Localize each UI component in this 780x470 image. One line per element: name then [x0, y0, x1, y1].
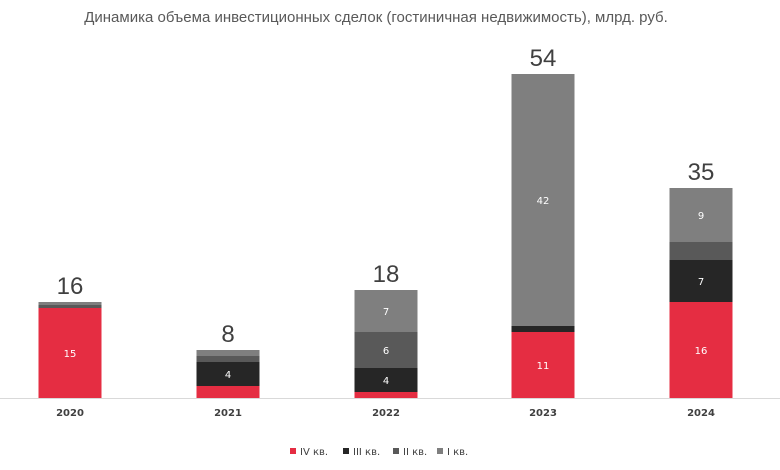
bar-2024-series-1 [669, 260, 733, 302]
bars-group: 15 16 4 8 4 6 7 18 11 42 54 16 7 9 35 [38, 45, 733, 398]
data-label-2021-series-1: 4 [225, 370, 231, 381]
legend-swatch-1 [343, 448, 349, 454]
x-tick-2023: 2023 [529, 408, 557, 419]
total-label-2024: 35 [688, 159, 715, 186]
data-label-2022-series-1: 4 [383, 376, 389, 387]
x-tick-labels: 2020 2021 2022 2023 2024 [56, 408, 715, 419]
total-label-2021: 8 [221, 321, 234, 348]
data-label-2020-series-0: 15 [64, 349, 77, 360]
data-label-2024-series-3: 9 [698, 211, 704, 222]
bar-2022-series-0 [354, 392, 418, 398]
x-tick-2020: 2020 [56, 408, 84, 419]
legend: IV кв. III кв. II кв. I кв. [290, 447, 468, 458]
legend-swatch-2 [393, 448, 399, 454]
x-tick-2024: 2024 [687, 408, 715, 419]
bar-2022-series-1 [354, 368, 418, 392]
bar-2020-series-0 [38, 308, 102, 398]
legend-label-1: III кв. [353, 447, 380, 458]
chart-title: Динамика объема инвестиционных сделок (г… [84, 9, 668, 26]
bar-2022-series-3 [354, 290, 418, 332]
bar-2021-series-3 [196, 350, 260, 356]
total-label-2023: 54 [530, 45, 557, 72]
legend-swatch-0 [290, 448, 296, 454]
data-label-2022-series-2: 6 [383, 346, 389, 357]
x-tick-2022: 2022 [372, 408, 400, 419]
bar-2020-series-3 [38, 302, 102, 305]
bar-2023-series-3 [511, 74, 575, 326]
bar-2024-series-0 [669, 302, 733, 398]
data-label-2022-series-3: 7 [383, 307, 389, 318]
bar-2023-series-0 [511, 332, 575, 398]
bar-2021-series-2 [196, 356, 260, 362]
total-label-2022: 18 [373, 261, 400, 288]
bar-2023-series-1 [511, 326, 575, 332]
legend-label-2: II кв. [403, 447, 427, 458]
data-label-2023-series-0: 11 [537, 361, 550, 372]
bar-2022-series-2 [354, 332, 418, 368]
x-tick-2021: 2021 [214, 408, 242, 419]
legend-swatch-3 [437, 448, 443, 454]
bar-2021-series-0 [196, 386, 260, 398]
bar-2024-series-3 [669, 188, 733, 242]
data-label-2024-series-1: 7 [698, 277, 704, 288]
legend-label-3: I кв. [447, 447, 468, 458]
legend-label-0: IV кв. [300, 447, 328, 458]
bar-2024-series-2 [669, 242, 733, 260]
bar-2020-series-2 [38, 305, 102, 308]
total-label-2020: 16 [57, 273, 84, 300]
data-label-2024-series-0: 16 [695, 346, 708, 357]
data-label-2023-series-3: 42 [537, 196, 550, 207]
bar-2021-series-1 [196, 362, 260, 386]
